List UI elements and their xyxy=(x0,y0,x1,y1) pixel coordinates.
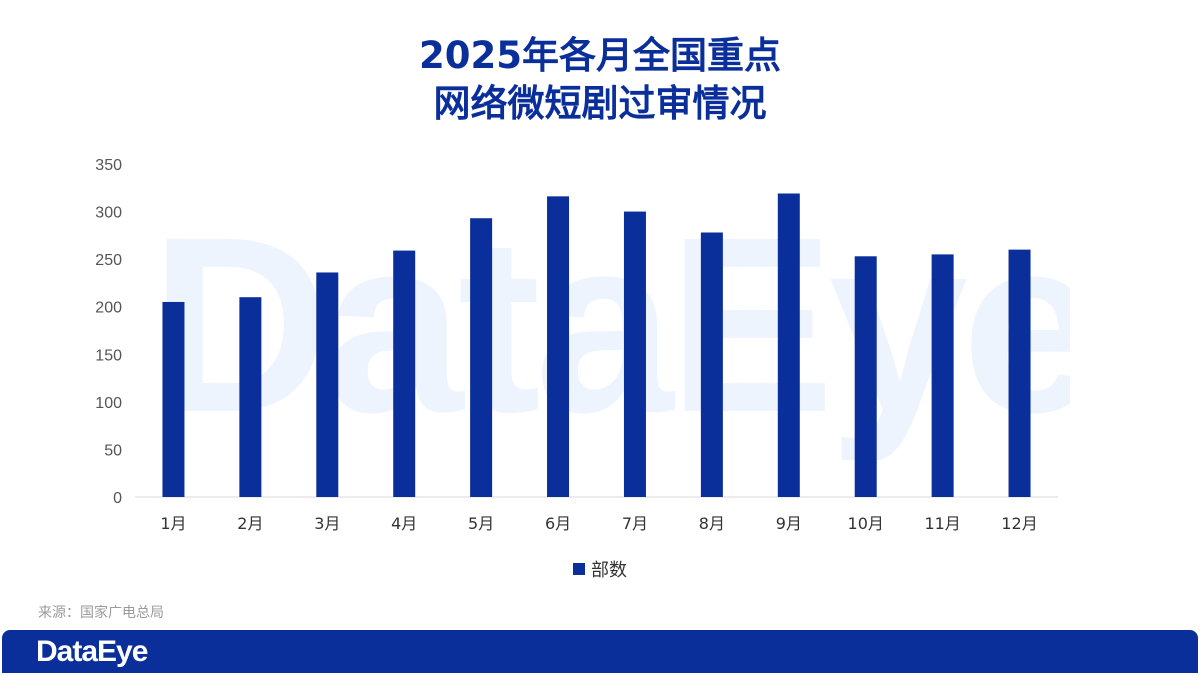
chart-title: 2025年各月全国重点 网络微短剧过审情况 xyxy=(0,32,1200,128)
y-tick-label: 50 xyxy=(104,442,122,459)
x-tick-label: 8月 xyxy=(699,514,725,533)
y-tick-label: 300 xyxy=(95,205,122,222)
bar xyxy=(854,256,877,497)
x-tick-label: 11月 xyxy=(924,514,960,533)
bar xyxy=(700,232,723,497)
y-tick-label: 250 xyxy=(95,252,122,269)
legend: 部数 xyxy=(0,556,1200,582)
bar xyxy=(393,250,416,497)
x-tick-label: 7月 xyxy=(622,514,648,533)
watermark-logo: DataEye xyxy=(150,190,1070,460)
legend-label: 部数 xyxy=(591,560,627,581)
bar xyxy=(547,196,570,497)
y-tick-label: 150 xyxy=(95,347,122,364)
bar xyxy=(239,297,262,497)
bar xyxy=(470,218,493,497)
bar xyxy=(777,193,800,497)
x-tick-label: 1月 xyxy=(160,514,186,533)
x-tick-label: 6月 xyxy=(545,514,571,533)
x-tick-label: 12月 xyxy=(1001,514,1037,533)
x-tick-label: 5月 xyxy=(468,514,494,533)
bar xyxy=(623,211,646,498)
bar-chart: 0 50 100 150 200 250 300 350 1月 2月 3月 4月 5月 6月 7月 8月 9月 1… xyxy=(95,157,1058,533)
bar xyxy=(316,272,339,497)
x-tick-label: 2月 xyxy=(237,514,263,533)
x-tick-label: 10月 xyxy=(848,514,884,533)
x-tick-label: 9月 xyxy=(776,514,802,533)
chart-title-line1: 2025年各月全国重点 xyxy=(419,34,781,77)
x-tick-label: 4月 xyxy=(391,514,417,533)
y-tick-label: 200 xyxy=(95,300,122,317)
bar xyxy=(1008,249,1031,497)
bar xyxy=(162,301,185,497)
bar xyxy=(931,254,954,497)
x-tick-label: 3月 xyxy=(314,514,340,533)
source-note: 来源：国家广电总局 xyxy=(38,605,164,621)
y-tick-label: 0 xyxy=(113,490,122,507)
footer-bar: DataEye xyxy=(2,630,1198,673)
footer-logo: DataEye xyxy=(36,635,148,668)
chart-title-line2: 网络微短剧过审情况 xyxy=(433,82,767,125)
y-tick-label: 100 xyxy=(95,395,122,412)
y-tick-label: 350 xyxy=(95,157,122,174)
legend-swatch xyxy=(573,563,585,575)
